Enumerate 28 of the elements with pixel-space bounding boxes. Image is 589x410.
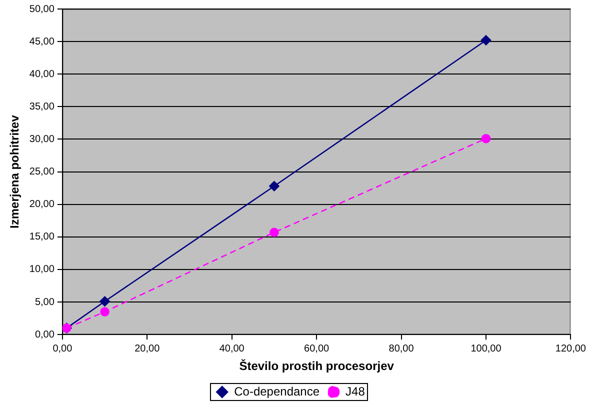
y-tick-label: 35,00	[29, 101, 55, 112]
y-tick-label: 50,00	[29, 4, 55, 15]
legend-label: J48	[346, 384, 366, 398]
y-tick-label: 20,00	[29, 199, 55, 210]
x-tick-label: 0,00	[52, 343, 73, 354]
y-axis-title: Izmerjena pohitritev	[8, 114, 22, 228]
point	[100, 307, 110, 316]
y-tick-label: 40,00	[29, 68, 55, 80]
y-tick-label: 30,00	[29, 134, 55, 145]
point	[270, 228, 279, 238]
x-tick-label: 80,00	[388, 343, 414, 354]
y-tick-label: 0,00	[34, 329, 55, 340]
y-tick-label: 10,00	[29, 264, 55, 276]
x-tick-label: 120,00	[555, 343, 586, 354]
x-tick-label: 60,00	[304, 343, 330, 354]
legend-label: Co-dependance	[234, 384, 320, 398]
y-tick-label: 15,00	[29, 232, 55, 243]
y-tick-label: 5,00	[34, 296, 55, 308]
y-tick-label: 25,00	[29, 166, 55, 178]
point	[480, 35, 492, 46]
x-tick-label: 100,00	[470, 343, 502, 354]
point	[100, 296, 110, 307]
x-axis-title: Število prostih procesorjev	[239, 359, 394, 374]
point	[481, 134, 491, 144]
x-tick-label: 20,00	[134, 343, 160, 354]
x-tick-label: 40,00	[219, 343, 245, 354]
point	[269, 180, 280, 192]
y-tick-label: 45,00	[29, 36, 55, 48]
